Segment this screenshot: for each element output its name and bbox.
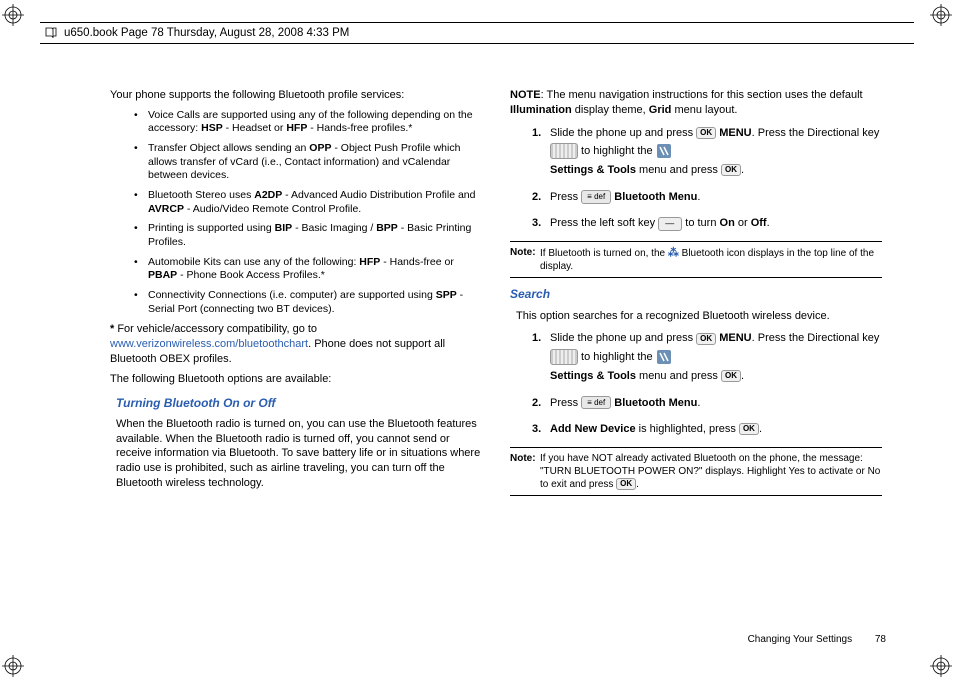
section-title-search: Search bbox=[510, 286, 882, 302]
settings-tools-icon bbox=[656, 349, 672, 365]
profile-bullets: Voice Calls are supported using any of t… bbox=[138, 109, 482, 316]
dpad-key-icon bbox=[550, 143, 578, 159]
section-body: When the Bluetooth radio is turned on, y… bbox=[116, 417, 482, 491]
def-key-icon: ≡ def bbox=[581, 190, 611, 204]
crop-mark-tr bbox=[930, 4, 952, 26]
ok-key-icon: OK bbox=[696, 127, 716, 139]
intro-text: Your phone supports the following Blueto… bbox=[110, 88, 482, 103]
bullet-bip: Printing is supported using BIP - Basic … bbox=[138, 222, 482, 249]
crop-mark-tl bbox=[2, 4, 24, 26]
step-1: Slide the phone up and press OK MENU. Pr… bbox=[532, 124, 882, 180]
bullet-opp: Transfer Object allows sending an OPP - … bbox=[138, 142, 482, 183]
note-bluetooth-icon: Note: If Bluetooth is turned on, the ⁂ B… bbox=[510, 241, 882, 278]
settings-tools-icon bbox=[656, 143, 672, 159]
footer-title: Changing Your Settings bbox=[748, 634, 853, 645]
dpad-key-icon bbox=[550, 349, 578, 365]
header-text: u650.book Page 78 Thursday, August 28, 2… bbox=[64, 27, 349, 39]
ok-key-icon: OK bbox=[739, 423, 759, 435]
bullet-voice: Voice Calls are supported using any of t… bbox=[138, 109, 482, 136]
note-power-on: Note: If you have NOT already activated … bbox=[510, 447, 882, 496]
ok-key-icon: OK bbox=[616, 478, 636, 490]
footnote: * For vehicle/accessory compatibility, g… bbox=[110, 322, 482, 367]
right-column: NOTE: The menu navigation instructions f… bbox=[510, 88, 882, 504]
step-s2: Press ≡ def Bluetooth Menu. bbox=[532, 394, 882, 413]
steps-onoff: Slide the phone up and press OK MENU. Pr… bbox=[532, 124, 882, 233]
step-2: Press ≡ def Bluetooth Menu. bbox=[532, 188, 882, 207]
step-s1: Slide the phone up and press OK MENU. Pr… bbox=[532, 329, 882, 385]
bullet-spp: Connectivity Connections (i.e. computer)… bbox=[138, 289, 482, 316]
step-3: Press the left soft key to turn On or Of… bbox=[532, 214, 882, 233]
steps-search: Slide the phone up and press OK MENU. Pr… bbox=[532, 329, 882, 438]
document-header: u650.book Page 78 Thursday, August 28, 2… bbox=[40, 22, 914, 44]
bullet-a2dp: Bluetooth Stereo uses A2DP - Advanced Au… bbox=[138, 189, 482, 216]
book-icon bbox=[44, 26, 58, 40]
page-footer: Changing Your Settings 78 bbox=[748, 634, 886, 645]
crop-mark-br bbox=[930, 655, 952, 677]
crop-mark-bl bbox=[2, 655, 24, 677]
page-number: 78 bbox=[875, 634, 886, 645]
bluetooth-icon: ⁂ bbox=[668, 246, 679, 260]
ok-key-icon: OK bbox=[696, 333, 716, 345]
left-column: Your phone supports the following Blueto… bbox=[110, 88, 482, 504]
page-body: Your phone supports the following Blueto… bbox=[110, 88, 885, 504]
options-line: The following Bluetooth options are avai… bbox=[110, 372, 482, 387]
note-intro: NOTE: The menu navigation instructions f… bbox=[510, 88, 882, 118]
section-title-onoff: Turning Bluetooth On or Off bbox=[116, 395, 482, 411]
bullet-hfp: Automobile Kits can use any of the follo… bbox=[138, 256, 482, 283]
ok-key-icon: OK bbox=[721, 164, 741, 176]
left-softkey-icon bbox=[658, 217, 682, 231]
bluetooth-chart-link[interactable]: www.verizonwireless.com/bluetoothchart bbox=[110, 338, 308, 350]
search-intro: This option searches for a recognized Bl… bbox=[516, 309, 882, 324]
def-key-icon: ≡ def bbox=[581, 396, 611, 410]
ok-key-icon: OK bbox=[721, 370, 741, 382]
step-s3: Add New Device is highlighted, press OK. bbox=[532, 420, 882, 439]
